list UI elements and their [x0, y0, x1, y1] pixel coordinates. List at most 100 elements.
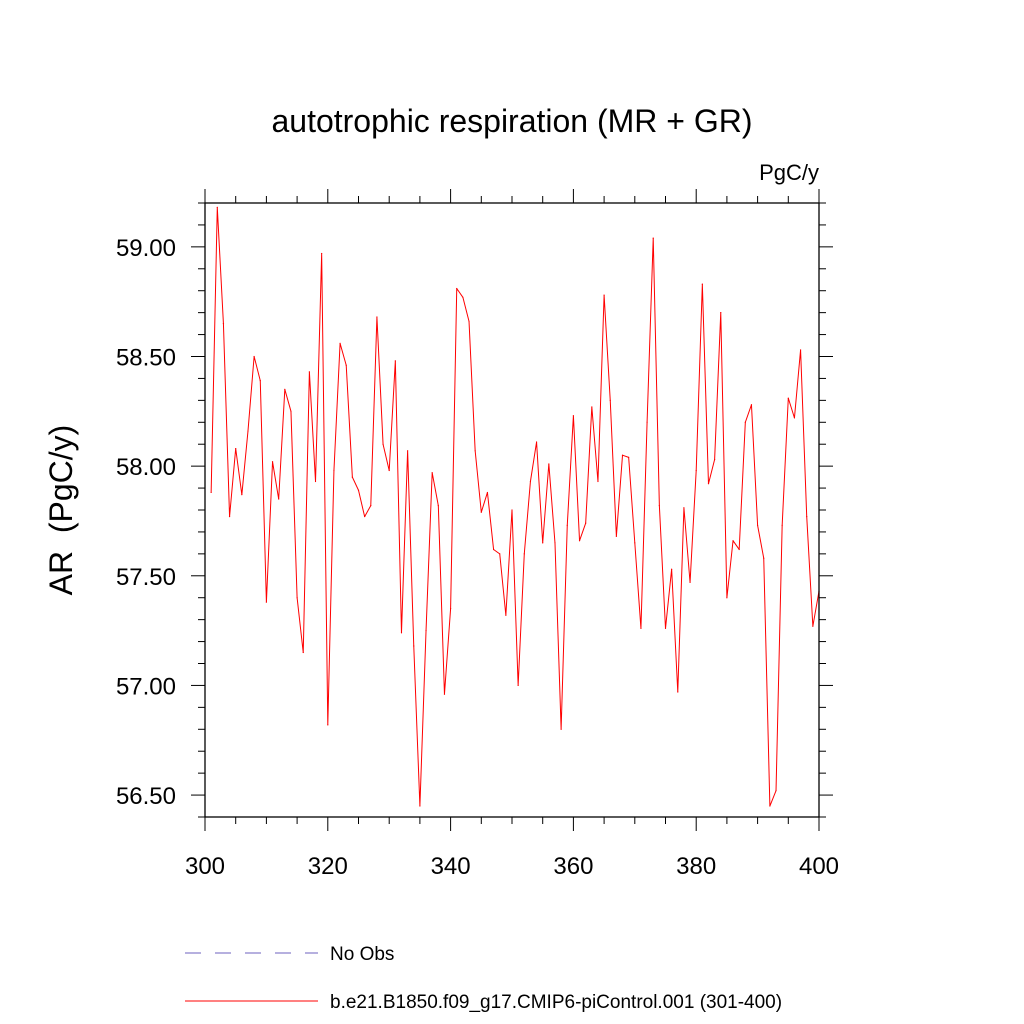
x-tick-label: 360: [553, 853, 593, 880]
data-point: [450, 608, 452, 610]
data-point: [720, 312, 722, 314]
data-point: [732, 540, 734, 542]
data-point: [775, 790, 777, 792]
data-point: [480, 511, 482, 513]
data-point: [302, 651, 304, 654]
y-tick-label: 57.00: [116, 673, 176, 700]
data-point: [259, 380, 261, 382]
data-point: [468, 320, 470, 323]
data-point: [314, 480, 317, 483]
data-point: [560, 728, 562, 730]
data-point: [271, 461, 274, 463]
data-point: [677, 691, 679, 693]
data-point: [388, 469, 390, 472]
series-layer: [210, 206, 820, 807]
data-point: [597, 480, 599, 483]
x-tick-label: 340: [431, 853, 471, 880]
data-point: [278, 498, 280, 500]
y-axis-label: AR (PgC/y): [43, 425, 79, 596]
data-point: [787, 397, 789, 399]
data-point: [683, 507, 685, 509]
data-point: [228, 515, 231, 518]
data-point: [419, 805, 421, 807]
units-label: PgC/y: [759, 160, 819, 185]
data-point: [806, 515, 808, 518]
data-point: [321, 252, 323, 255]
data-point: [339, 342, 341, 344]
data-point: [572, 415, 575, 417]
data-point: [413, 645, 415, 647]
y-tick-label: 57.50: [116, 564, 176, 591]
data-point: [241, 494, 243, 496]
data-point: [603, 294, 605, 296]
data-point: [658, 505, 660, 507]
data-point: [628, 456, 630, 458]
data-point: [499, 553, 501, 555]
data-point: [763, 557, 765, 559]
data-point: [474, 450, 476, 452]
data-point: [437, 505, 439, 507]
data-point: [290, 410, 292, 412]
data-point: [400, 632, 403, 634]
data-point: [812, 625, 814, 627]
y-tick-label: 58.00: [116, 454, 176, 481]
x-tick-label: 380: [676, 853, 716, 880]
data-point: [707, 483, 710, 485]
series-line: [210, 206, 820, 807]
data-point: [253, 355, 255, 358]
data-point: [664, 627, 667, 630]
axis-ticks: [191, 189, 833, 831]
data-point: [738, 548, 740, 551]
data-point: [308, 371, 310, 373]
x-tick-labels: 300 320 340 360 380 400: [185, 853, 839, 880]
x-tick-label: 400: [799, 853, 839, 880]
data-point: [523, 553, 525, 555]
data-point: [671, 568, 673, 570]
data-point: [216, 206, 218, 208]
data-point: [689, 581, 691, 583]
data-point: [370, 505, 372, 507]
data-point: [407, 450, 409, 452]
data-point: [284, 388, 286, 390]
data-point: [235, 448, 237, 450]
data-point: [615, 535, 617, 537]
data-point: [364, 515, 366, 518]
legend: No Obs b.e21.B1850.f09_g17.CMIP6-piContr…: [185, 944, 782, 1013]
data-point: [247, 430, 249, 432]
data-point: [492, 548, 495, 551]
data-point: [529, 480, 532, 483]
data-point: [462, 296, 464, 298]
data-point: [486, 491, 489, 494]
data-point: [456, 287, 458, 290]
data-point: [431, 472, 433, 474]
data-point: [554, 542, 556, 544]
legend-label-no-obs: No Obs: [330, 944, 394, 965]
data-point: [425, 630, 427, 632]
data-point: [609, 399, 611, 401]
data-point: [757, 524, 759, 526]
data-point: [210, 491, 212, 494]
y-tick-labels: 56.50 57.00 57.50 58.00 58.50 59.00: [116, 235, 176, 810]
data-point: [382, 443, 384, 445]
data-point: [793, 417, 796, 419]
data-point: [646, 421, 648, 423]
plot-frame: [204, 202, 820, 818]
data-point: [505, 614, 507, 616]
data-point: [781, 524, 783, 526]
data-point: [394, 360, 396, 362]
data-point: [511, 509, 513, 511]
data-point: [640, 627, 642, 630]
data-point: [327, 724, 329, 726]
data-point: [750, 404, 753, 406]
data-point: [621, 454, 624, 456]
y-tick-label: 56.50: [116, 783, 176, 810]
data-point: [265, 601, 267, 603]
data-point: [351, 476, 353, 478]
chart-title: autotrophic respiration (MR + GR): [271, 103, 752, 139]
data-point: [652, 237, 654, 239]
data-point: [542, 542, 544, 544]
data-point: [634, 542, 636, 544]
data-point: [548, 463, 550, 465]
data-point: [566, 524, 568, 526]
